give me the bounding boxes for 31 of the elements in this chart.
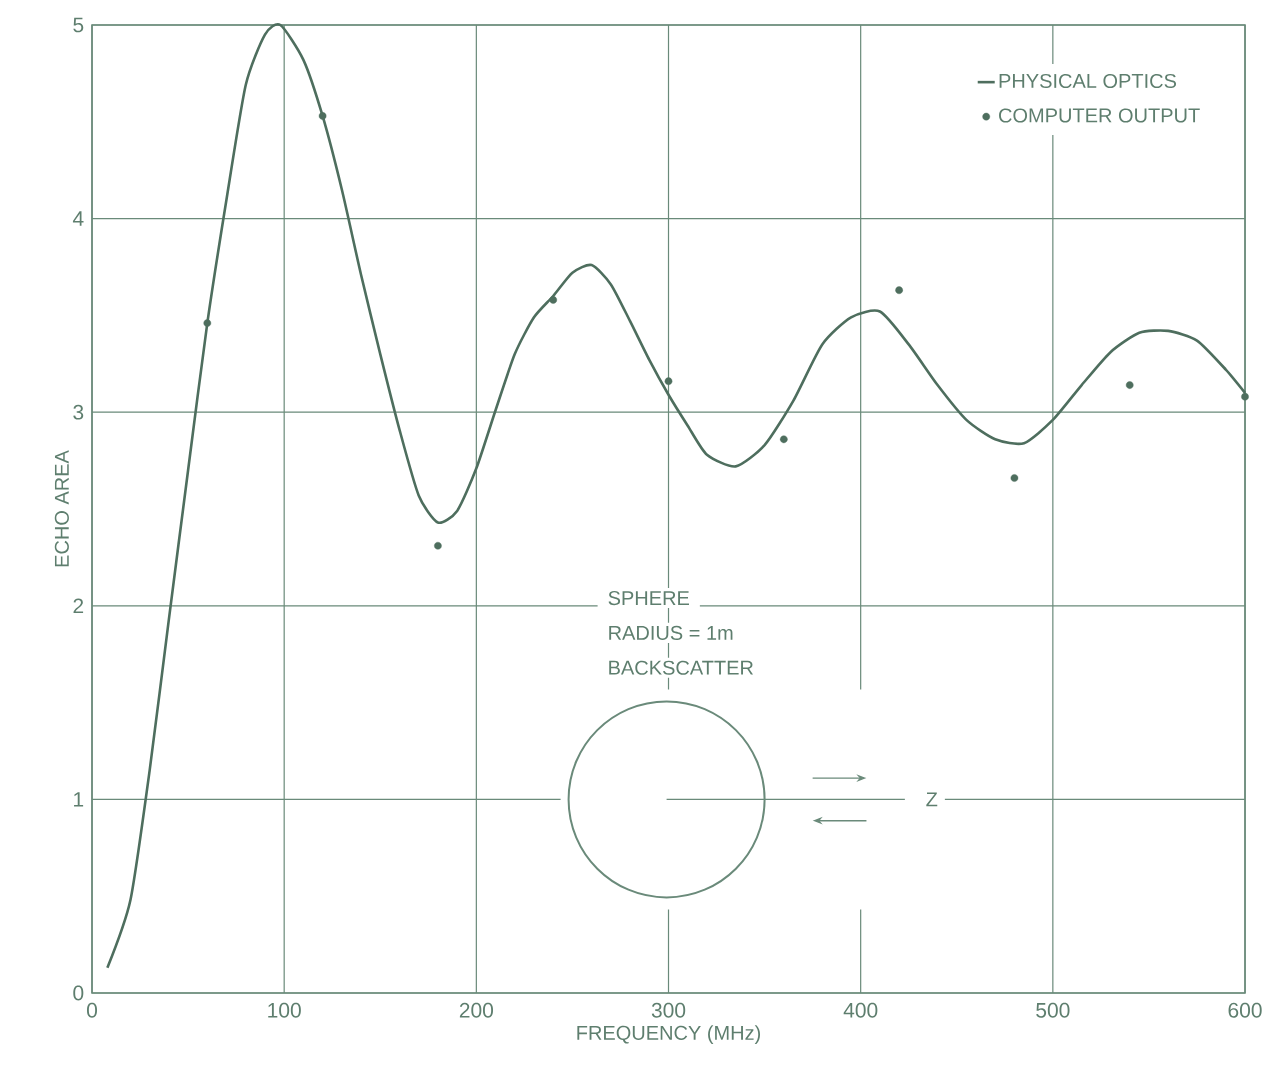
annotation: BACKSCATTER — [609, 660, 753, 675]
y-tick-label: 3 — [73, 404, 84, 420]
x-axis-title: FREQUENCY (MHz) — [577, 1025, 761, 1044]
y-tick-label: 1 — [74, 792, 84, 807]
point — [1010, 474, 1019, 482]
annotation: SPHERE — [608, 590, 689, 606]
y-axis-title: ECHO AREA — [54, 450, 69, 567]
annotation: Z — [926, 792, 938, 807]
x-tick-label: 500 — [1036, 1002, 1070, 1018]
point — [203, 319, 212, 327]
y-tick-label: 2 — [73, 598, 84, 614]
x-tick-label: 100 — [268, 1002, 301, 1018]
annotation: RADIUS = 1m — [609, 625, 733, 640]
x-tick-label: 200 — [459, 1002, 494, 1018]
x-tick-label: 300 — [651, 1002, 686, 1018]
point — [780, 435, 788, 444]
point — [434, 541, 442, 550]
point — [1241, 392, 1249, 401]
point — [318, 112, 327, 120]
legend-label: PHYSICAL OPTICS — [999, 73, 1177, 89]
point — [549, 296, 558, 304]
x-tick-label: 600 — [1228, 1002, 1262, 1018]
y-tick-label: 5 — [73, 17, 84, 33]
point — [664, 377, 673, 386]
point — [895, 286, 903, 295]
x-tick-label: 400 — [843, 1002, 878, 1018]
y-tick-label: 0 — [73, 985, 84, 1001]
y-tick-label: 4 — [72, 211, 84, 226]
legend-label: COMPUTER OUTPUT — [999, 108, 1200, 123]
x-tick-label: 0 — [87, 1002, 98, 1018]
point — [1125, 381, 1134, 389]
